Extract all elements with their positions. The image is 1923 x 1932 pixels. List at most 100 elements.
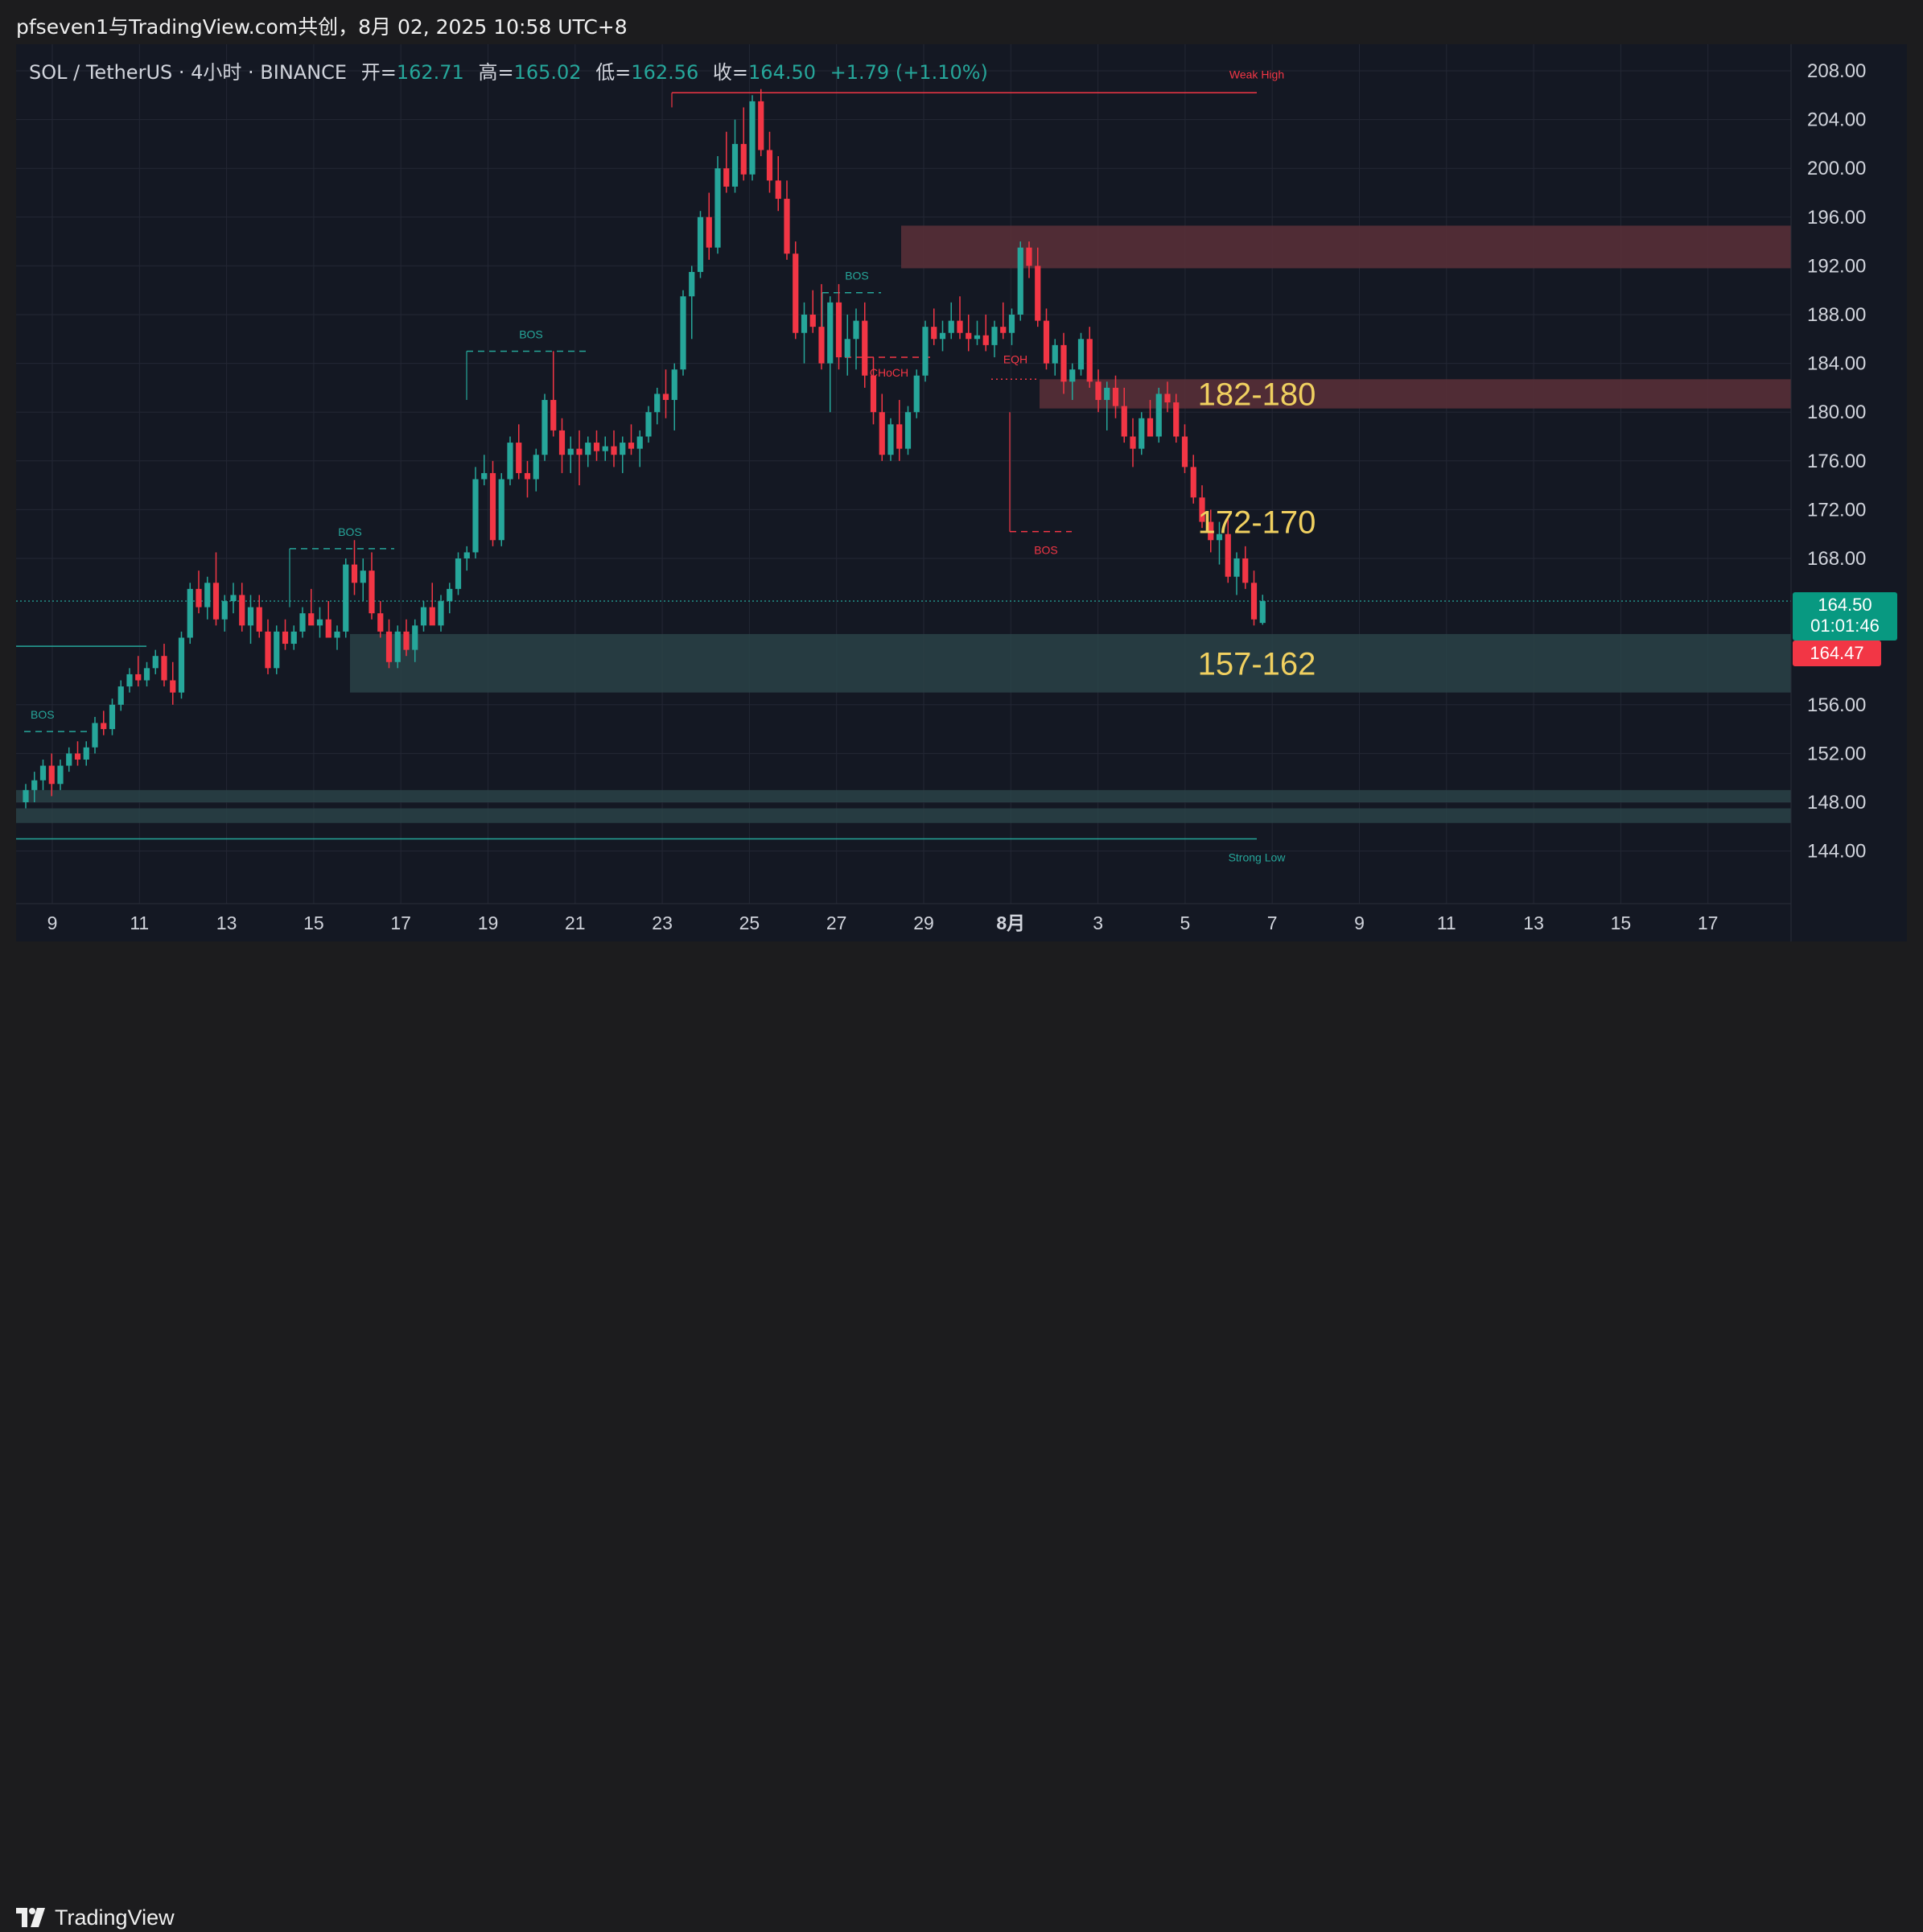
candle-body [662,393,669,401]
price-zone [350,633,1791,693]
candle-body [948,320,954,333]
candle-body [982,335,989,345]
candle-body [230,595,237,602]
time-tick-label: 15 [1611,912,1632,933]
candle-body [489,472,496,541]
candle-body [827,302,834,364]
candle-body [1259,601,1266,624]
time-tick-label: 15 [303,912,324,933]
candle-body [541,400,548,455]
open-label: 开= [360,61,397,84]
candle-body [1035,266,1041,321]
bar-countdown: 01:01:46 [1810,616,1880,636]
candle-body [308,613,315,626]
tradingview-logo[interactable]: TradingView [16,1903,175,1932]
candle-body [1086,339,1093,382]
price-tick-label: 188.00 [1807,304,1866,326]
price-axis[interactable]: 208.00 204.00 200.00 196.00 192.00 188.00 184.… [1807,60,1866,863]
structure-annotations: BOS BOS BOS BOS CHoCH EQH BOS Weak High Strong L… [16,68,1791,863]
time-axis[interactable]: 9 11 13 15 17 19 21 23 25 27 29 8月 3 5 7 9 11 13 15 17 [47,912,1719,933]
price-tick-label: 200.00 [1807,158,1866,179]
high-label: 高= [478,61,514,84]
price-tick-label: 184.00 [1807,353,1866,375]
candlestick-chart[interactable]: BOS BOS BOS BOS CHoCH EQH BOS Weak High Strong L… [16,44,1907,941]
chart-frame[interactable]: BOS BOS BOS BOS CHoCH EQH BOS Weak High Strong L… [16,44,1907,941]
candle-body [1043,320,1050,364]
time-tick-label: 5 [1180,912,1191,933]
attribution-text: pfseven1与TradingView.com共创，8月 02, 2025 1… [16,15,628,39]
tradingview-brand: TradingView [55,1905,175,1930]
candle-body [204,583,211,608]
candle-body [593,443,600,451]
structure-label: BOS [845,270,869,282]
candle-body [403,631,410,650]
close-label: 收= [712,61,749,84]
zone-label: 182-180 [1198,377,1316,412]
candle-body [196,588,202,608]
candle-body [265,631,271,669]
low-label: 低= [595,61,632,84]
candle-body [48,765,55,785]
candle-body [1017,247,1023,315]
candle-body [57,765,64,785]
candle-body [299,613,306,632]
candle-body [1225,533,1231,577]
tradingview-logo-icon [16,1908,45,1927]
price-zone [901,225,1791,269]
structure-label: BOS [519,327,543,340]
symbol-info[interactable]: SOL / TetherUS · 4小时 · BINANCE [29,61,348,84]
symbol-legend[interactable]: SOL / TetherUS · 4小时 · BINANCE 开=162.71 … [29,56,988,84]
price-tick-label: 180.00 [1807,402,1866,423]
candle-body [620,443,626,455]
candle-body [429,607,435,626]
time-tick-label: 21 [565,912,586,933]
candle-body [101,723,107,730]
candle-body [1164,393,1171,403]
candle-body [896,424,903,449]
candle-body [447,588,453,602]
time-tick-label: 9 [47,912,58,933]
candle-body [1250,583,1258,620]
structure-label: Weak High [1229,68,1284,80]
candle-body [887,424,894,455]
candle-body [1173,402,1180,437]
candle-body [126,674,133,687]
candle-body [385,631,393,662]
candle-body [862,320,868,376]
candle-body [991,327,998,345]
candle-body [766,150,773,181]
candle-body [1242,558,1249,583]
candle-body [221,601,228,620]
structure-label: CHoCH [870,366,908,379]
candle-body [558,430,566,455]
candle-body [628,443,635,449]
time-tick-label: 7 [1267,912,1278,933]
structure-label: BOS [338,525,362,538]
candle-body [576,448,583,455]
candle-body [507,443,513,480]
candle-body [611,446,617,455]
candle-body [793,253,799,333]
candle-body [913,375,920,413]
price-tick-label: 208.00 [1807,60,1866,82]
candle-body [731,143,739,187]
candle-body [420,607,427,626]
candle-body [1095,381,1102,401]
candle-body [187,588,193,638]
time-tick-label: 13 [216,912,237,933]
candle-body [516,443,522,473]
candle-body [835,302,842,358]
price-zone [16,789,1791,802]
candle-body [671,369,677,401]
candle-body [939,332,946,340]
candle-body [74,753,81,760]
candle-body [23,789,29,802]
zone-labels: 182-180 157-162 172-170 [1198,377,1316,682]
time-tick-label: 17 [390,912,411,933]
candle-body [974,335,981,340]
candle-body [1216,533,1223,541]
candle-body [801,315,808,333]
time-tick-label: 13 [1523,912,1544,933]
candle-body [723,168,730,187]
candle-body [377,613,384,632]
